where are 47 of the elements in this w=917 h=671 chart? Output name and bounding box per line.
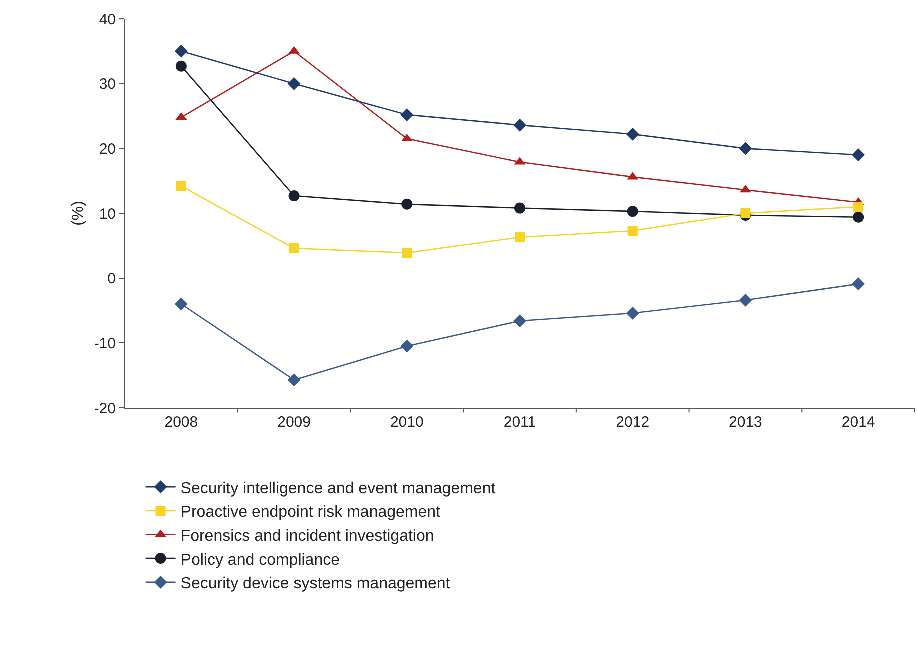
point: [174, 44, 188, 58]
point: [854, 202, 864, 212]
legend-label: Forensics and incident investigation: [180, 528, 434, 545]
point: [402, 198, 413, 210]
x-tick-label: 2008: [164, 414, 198, 431]
point: [514, 118, 526, 132]
point: [626, 306, 640, 320]
x-tick-label: 2012: [616, 414, 650, 431]
y-tick-label: 0: [108, 270, 116, 288]
point: [853, 212, 864, 223]
legend-label: Policy and compliance: [180, 552, 340, 569]
point: [400, 108, 414, 122]
y-tick-label: -20: [94, 400, 116, 418]
point: [739, 142, 752, 156]
point: [740, 208, 751, 218]
point: [288, 190, 300, 202]
point: [402, 248, 412, 258]
x-tick-label: 2011: [504, 414, 536, 431]
y-tick-label: 30: [99, 76, 116, 94]
point: [288, 374, 301, 387]
point: [514, 314, 526, 328]
point: [626, 128, 640, 141]
point: [176, 181, 186, 192]
y-tick-label: 40: [99, 11, 116, 28]
point: [174, 298, 188, 311]
x-tick-label: 2010: [390, 414, 424, 431]
point: [288, 77, 301, 90]
point: [289, 244, 300, 254]
point: [628, 226, 638, 236]
x-tick-label: 2013: [729, 414, 762, 431]
y-tick-label: 10: [99, 206, 116, 223]
y-tick-label: -10: [94, 335, 116, 352]
x-tick-label: 2009: [278, 414, 311, 431]
point: [514, 202, 526, 214]
point: [852, 148, 866, 162]
point: [400, 340, 414, 353]
point: [176, 60, 187, 72]
point: [852, 278, 866, 291]
point: [739, 294, 752, 307]
point: [515, 232, 525, 242]
legend-label: Proactive endpoint risk management: [180, 504, 442, 522]
x-tick-label: 2014: [842, 414, 876, 431]
legend-label: Security intelligence and event management: [180, 480, 496, 498]
y-axis-title: (%): [70, 201, 87, 226]
point: [627, 206, 638, 218]
legend-label: Security device systems management: [180, 576, 451, 593]
y-tick-label: 20: [99, 140, 116, 158]
